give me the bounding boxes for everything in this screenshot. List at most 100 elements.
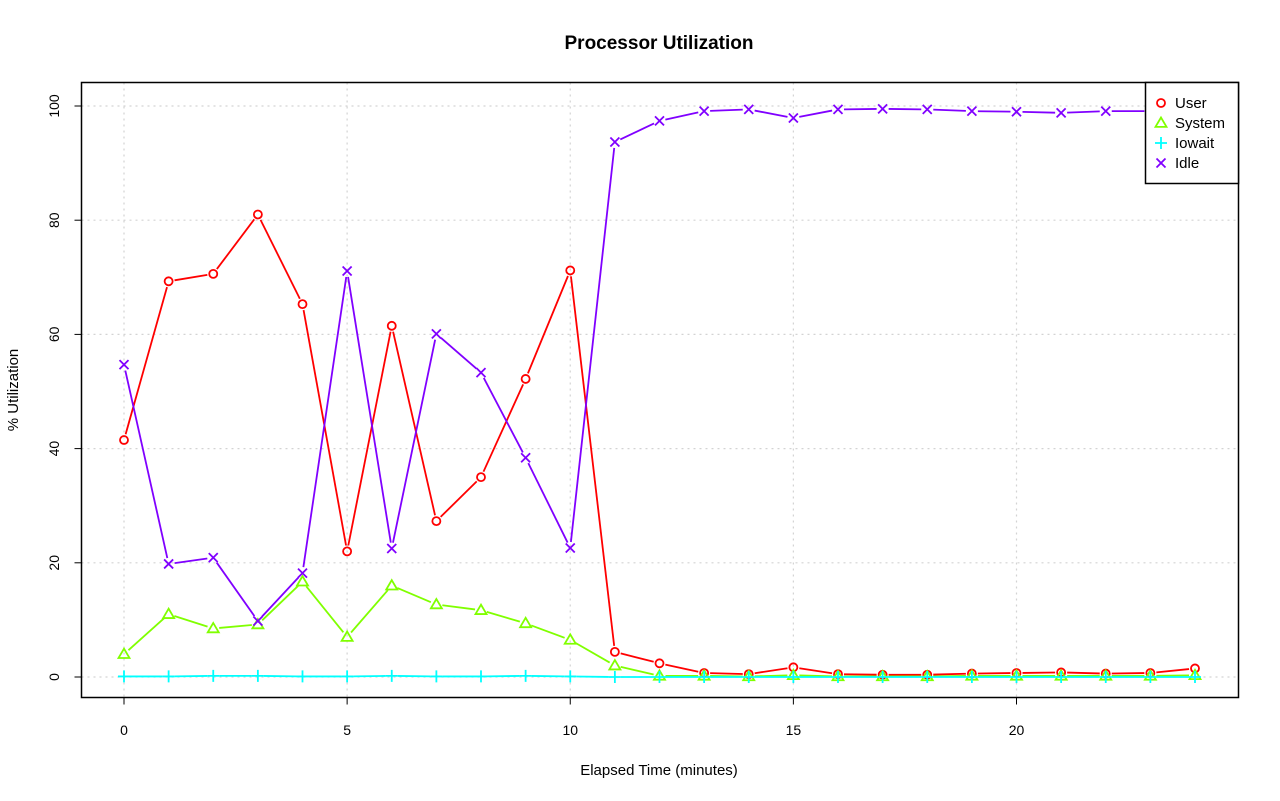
data-point-idle (832, 104, 844, 115)
data-point-idle (1100, 106, 1111, 117)
data-point-idle (297, 567, 308, 579)
data-point-idle (252, 615, 264, 627)
series-line-segment (665, 663, 699, 673)
series-line-segment (347, 276, 392, 543)
legend-label-system: System (1175, 115, 1225, 132)
series-line-segment (442, 604, 476, 611)
data-point-system (295, 574, 310, 587)
series-line-segment (710, 672, 743, 675)
data-point-idle (788, 112, 799, 124)
series-line-segment (396, 587, 432, 603)
series-line-segment (527, 275, 569, 374)
data-point-system (161, 606, 176, 619)
legend-label-iowait: Iowait (1175, 135, 1215, 152)
data-point-iowait (564, 670, 577, 683)
data-point-iowait (475, 670, 487, 683)
series-line-segment (575, 642, 611, 664)
series-line-segment (215, 562, 256, 617)
series-line-segment (392, 331, 436, 516)
data-point-idle (163, 558, 174, 570)
series-line-segment (1067, 110, 1100, 114)
series-line-segment (1022, 110, 1056, 114)
data-point-iowait (118, 670, 130, 683)
data-point-idle (341, 265, 353, 277)
data-point-iowait (787, 671, 800, 683)
data-point-iowait (519, 669, 532, 682)
series-line-segment (799, 667, 833, 675)
series-line-segment (619, 122, 655, 141)
x-tick-label: 10 (562, 722, 578, 738)
axes: 0 5 10 15 20 0 20 40 60 80 100 (46, 94, 1024, 738)
series-line-segment (570, 276, 616, 647)
series-idle (118, 103, 1201, 627)
data-point-idle (654, 115, 665, 126)
data-point-user (208, 268, 219, 279)
series-line-segment (486, 611, 521, 623)
data-point-idle (609, 136, 621, 148)
data-point-iowait (832, 671, 844, 683)
data-point-iowait (742, 671, 755, 683)
data-point-system (116, 646, 132, 659)
data-point-system (473, 602, 489, 615)
series-line-segment (261, 576, 300, 618)
data-point-user (342, 546, 353, 557)
y-tick-label: 100 (46, 94, 62, 118)
y-tick-label: 20 (46, 555, 62, 571)
data-point-idle (1055, 107, 1067, 118)
data-point-iowait (1010, 671, 1023, 683)
legend-marker-user (1156, 98, 1166, 108)
series-line-segment (174, 557, 208, 564)
data-point-idle (1011, 106, 1022, 117)
data-point-idle (118, 359, 130, 370)
series-line-segment (174, 273, 208, 282)
y-tick-label: 60 (46, 326, 62, 342)
series-line-segment (124, 370, 169, 559)
series-line-segment (1067, 671, 1100, 675)
data-point-idle (565, 542, 576, 554)
data-point-system (518, 616, 533, 629)
data-point-iowait (341, 670, 354, 683)
data-point-iowait (876, 671, 889, 683)
chart-title: Processor Utilization (565, 33, 754, 54)
series-iowait (118, 669, 1201, 683)
x-tick-label: 5 (343, 722, 351, 738)
series-line-segment (620, 652, 654, 663)
legend-marker-idle (1155, 157, 1167, 169)
series-line-segment (174, 615, 208, 628)
x-tick-label: 15 (786, 722, 802, 738)
data-point-system (384, 578, 399, 591)
series-line-segment (219, 624, 252, 629)
series-line-segment (261, 585, 299, 621)
data-point-system (340, 629, 355, 642)
data-point-user (119, 435, 129, 445)
data-point-user (654, 658, 665, 669)
legend-marker-system (1153, 115, 1169, 128)
grid-lines (81, 82, 1239, 698)
x-tick-label: 20 (1009, 722, 1025, 738)
series-line-segment (259, 219, 301, 300)
series-line-segment (710, 108, 743, 112)
x-tick-label: 0 (120, 722, 128, 738)
series-layer (116, 103, 1203, 683)
data-point-user (476, 472, 486, 483)
data-point-system (607, 658, 622, 671)
data-point-user (520, 374, 531, 384)
series-line-segment (124, 286, 168, 435)
series-line-segment (440, 480, 478, 518)
data-point-iowait (251, 669, 264, 682)
series-line-segment (754, 109, 788, 118)
data-point-user (297, 299, 308, 310)
series-line-segment (302, 276, 348, 568)
data-point-iowait (430, 670, 443, 683)
data-point-iowait (965, 671, 978, 683)
data-point-iowait (608, 671, 621, 683)
data-point-idle (877, 103, 888, 114)
data-point-user (431, 516, 442, 527)
series-line-segment (620, 666, 654, 676)
series-line-segment (216, 218, 255, 270)
series-line-segment (482, 384, 524, 473)
series-line-segment (127, 617, 165, 651)
data-point-iowait (296, 670, 309, 683)
data-point-iowait (653, 671, 666, 683)
data-point-idle (520, 452, 531, 463)
